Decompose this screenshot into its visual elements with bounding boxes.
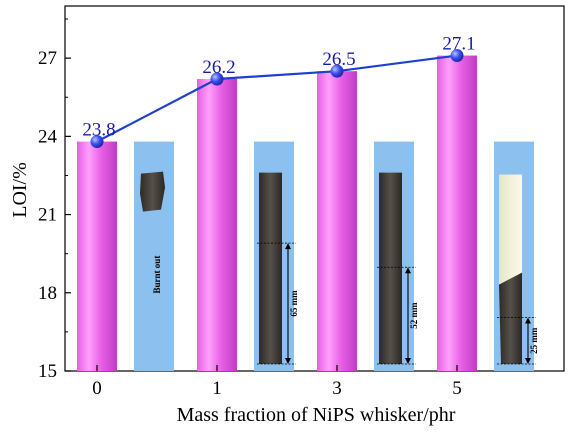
sample-photo-5: 25 mm <box>494 141 539 371</box>
burn-length-label: 25 mm <box>529 327 539 354</box>
charred-sample <box>499 272 522 364</box>
y-tick-label: 27 <box>38 48 57 69</box>
data-label-1: 26.2 <box>202 57 235 78</box>
y-tick-label: 15 <box>38 361 57 382</box>
x-tick-label: 3 <box>332 378 342 399</box>
bar-3 <box>317 71 357 371</box>
burn-length-label: 65 mm <box>289 290 299 317</box>
bar-1 <box>197 79 237 371</box>
bar-5 <box>437 55 477 372</box>
dimension-arrow-head-top <box>405 267 411 274</box>
point-marker-3 <box>330 64 344 78</box>
loi-line <box>96 54 458 143</box>
x-axis-label: Mass fraction of NiPS whisker/phr <box>177 404 456 426</box>
sample-photo-group: Burnt out 65 mm 52 mm 25 mm <box>134 141 539 371</box>
line-series: 23.8 26.2 26.5 27.1 <box>82 34 476 149</box>
burnt-out-label: Burnt out <box>152 256 162 294</box>
unburnt-sample <box>499 174 522 285</box>
x-tick-label: 5 <box>452 378 462 399</box>
burnt-sample <box>140 171 165 212</box>
dimension-arrow-head-top <box>285 243 291 250</box>
y-tick-label: 24 <box>38 126 58 147</box>
y-tick-label: 18 <box>38 283 57 304</box>
dimension-arrow-head-bottom <box>285 358 291 364</box>
data-label-0: 23.8 <box>82 120 115 141</box>
point-marker-0 <box>90 135 104 149</box>
sample-photo-0: Burnt out <box>134 141 174 371</box>
sample-photo-1: 65 mm <box>254 141 299 371</box>
charred-sample <box>259 172 282 364</box>
point-marker-5 <box>450 49 464 63</box>
charred-sample <box>379 172 402 364</box>
data-label-3: 26.5 <box>322 49 355 70</box>
point-marker-1 <box>210 72 224 86</box>
y-axis-label: LOI/% <box>9 162 31 218</box>
sample-photo-3: 52 mm <box>374 141 419 371</box>
x-tick-label: 1 <box>212 378 222 399</box>
axes-group: 15 18 21 24 27 0 1 3 5 <box>38 18 462 399</box>
data-label-5: 27.1 <box>442 34 475 55</box>
dimension-arrow-head-top <box>525 317 531 324</box>
y-tick-label: 21 <box>38 205 57 226</box>
plot-frame <box>64 5 565 372</box>
x-tick-label: 0 <box>92 378 102 399</box>
bar-group <box>77 55 477 372</box>
bar-0 <box>77 141 117 371</box>
dimension-arrow-head-bottom <box>405 358 411 364</box>
dimension-arrow-head-bottom <box>525 358 531 364</box>
burn-length-label: 52 mm <box>409 302 419 329</box>
